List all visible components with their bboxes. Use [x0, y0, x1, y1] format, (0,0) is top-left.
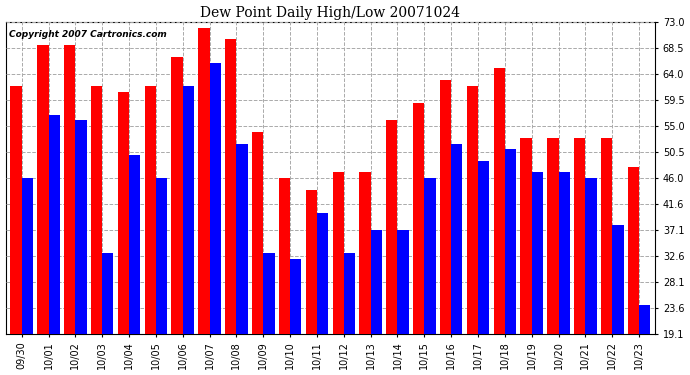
Bar [279, 178, 290, 334]
Bar [48, 115, 60, 334]
Bar [397, 230, 408, 334]
Bar [639, 306, 651, 334]
Bar [359, 172, 371, 334]
Bar [306, 190, 317, 334]
Bar [585, 178, 597, 334]
Bar [478, 161, 489, 334]
Bar [21, 178, 33, 334]
Bar [440, 80, 451, 334]
Bar [264, 254, 275, 334]
Bar [601, 138, 612, 334]
Title: Dew Point Daily High/Low 20071024: Dew Point Daily High/Low 20071024 [200, 6, 460, 20]
Bar [10, 86, 21, 334]
Bar [91, 86, 102, 334]
Bar [628, 166, 639, 334]
Bar [333, 172, 344, 334]
Bar [145, 86, 156, 334]
Bar [413, 103, 424, 334]
Bar [520, 138, 532, 334]
Bar [558, 172, 570, 334]
Bar [252, 132, 264, 334]
Bar [102, 254, 113, 334]
Bar [574, 138, 585, 334]
Text: Copyright 2007 Cartronics.com: Copyright 2007 Cartronics.com [9, 30, 166, 39]
Bar [424, 178, 435, 334]
Bar [493, 68, 505, 334]
Bar [118, 92, 129, 334]
Bar [75, 120, 87, 334]
Bar [451, 144, 462, 334]
Bar [547, 138, 558, 334]
Bar [290, 259, 302, 334]
Bar [183, 86, 194, 334]
Bar [532, 172, 543, 334]
Bar [371, 230, 382, 334]
Bar [317, 213, 328, 334]
Bar [505, 149, 516, 334]
Bar [344, 254, 355, 334]
Bar [210, 63, 221, 334]
Bar [386, 120, 397, 334]
Bar [64, 45, 75, 334]
Bar [612, 225, 624, 334]
Bar [171, 57, 183, 334]
Bar [225, 39, 237, 334]
Bar [37, 45, 48, 334]
Bar [156, 178, 167, 334]
Bar [466, 86, 478, 334]
Bar [198, 28, 210, 334]
Bar [237, 144, 248, 334]
Bar [129, 155, 140, 334]
